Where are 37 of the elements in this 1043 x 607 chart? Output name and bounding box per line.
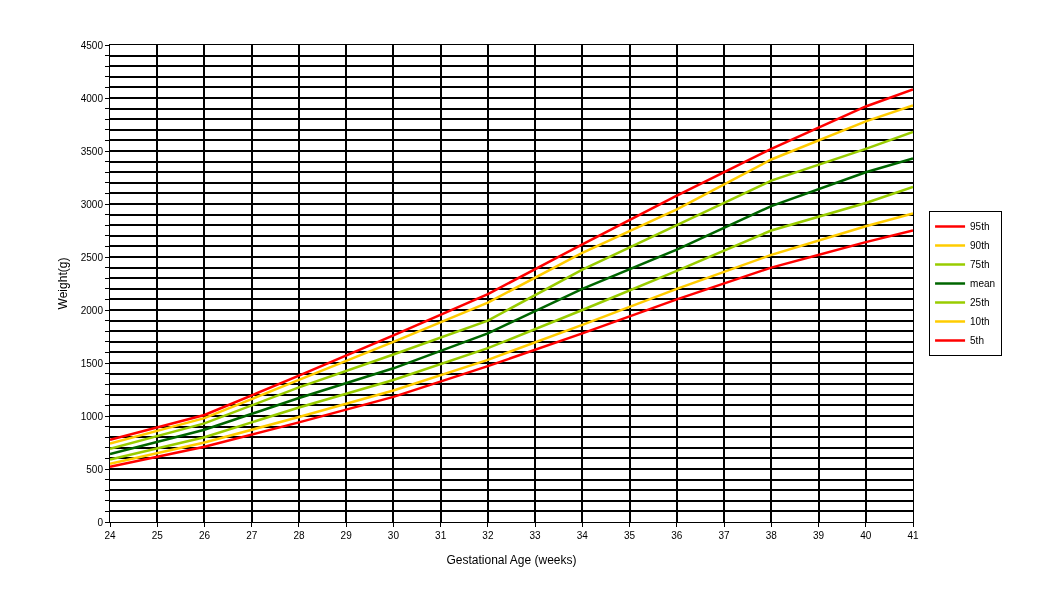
y-axis-title: Weight(g) bbox=[56, 257, 71, 310]
y-tick-label: 4000 bbox=[80, 92, 104, 104]
x-tick-label: 28 bbox=[293, 530, 305, 541]
x-tick-label: 34 bbox=[576, 530, 589, 541]
x-tick-label: 30 bbox=[387, 530, 400, 541]
y-tick-label: 2000 bbox=[80, 304, 104, 316]
y-tick-label: 0 bbox=[97, 516, 104, 528]
x-tick-label: 33 bbox=[529, 530, 542, 541]
x-tick-label: 41 bbox=[907, 530, 919, 541]
x-tick-label: 40 bbox=[860, 530, 872, 541]
x-tick-label: 26 bbox=[198, 530, 211, 541]
x-tick-label: 35 bbox=[624, 530, 636, 541]
legend-label: 75th bbox=[970, 259, 990, 271]
x-tick-label: 39 bbox=[812, 530, 825, 541]
x-tick-label: 25 bbox=[151, 530, 164, 541]
y-tick-label: 2500 bbox=[80, 251, 104, 263]
y-tick-label: 3000 bbox=[80, 198, 104, 210]
y-tick-label: 1500 bbox=[80, 357, 104, 369]
x-tick-label: 32 bbox=[482, 530, 494, 541]
legend-label: 5th bbox=[970, 335, 984, 347]
x-axis-title: Gestational Age (weeks) bbox=[446, 552, 577, 567]
y-tick-label: 4500 bbox=[80, 39, 104, 51]
legend-label: 90th bbox=[970, 240, 990, 252]
x-tick-label: 29 bbox=[340, 530, 353, 541]
y-tick-label: 3500 bbox=[80, 145, 104, 157]
legend-label: 25th bbox=[970, 297, 990, 309]
legend-label: 10th bbox=[970, 316, 990, 328]
legend-label: mean bbox=[970, 278, 996, 290]
x-tick-label: 27 bbox=[246, 530, 258, 541]
x-tick-label: 36 bbox=[671, 530, 683, 541]
x-tick-label: 37 bbox=[718, 530, 731, 541]
x-tick-label: 38 bbox=[765, 530, 778, 541]
x-tick-label: 24 bbox=[104, 530, 116, 541]
legend-label: 95th bbox=[970, 221, 990, 233]
x-tick-label: 31 bbox=[435, 530, 447, 541]
y-tick-label: 1000 bbox=[80, 410, 104, 422]
y-tick-label: 500 bbox=[86, 463, 104, 475]
